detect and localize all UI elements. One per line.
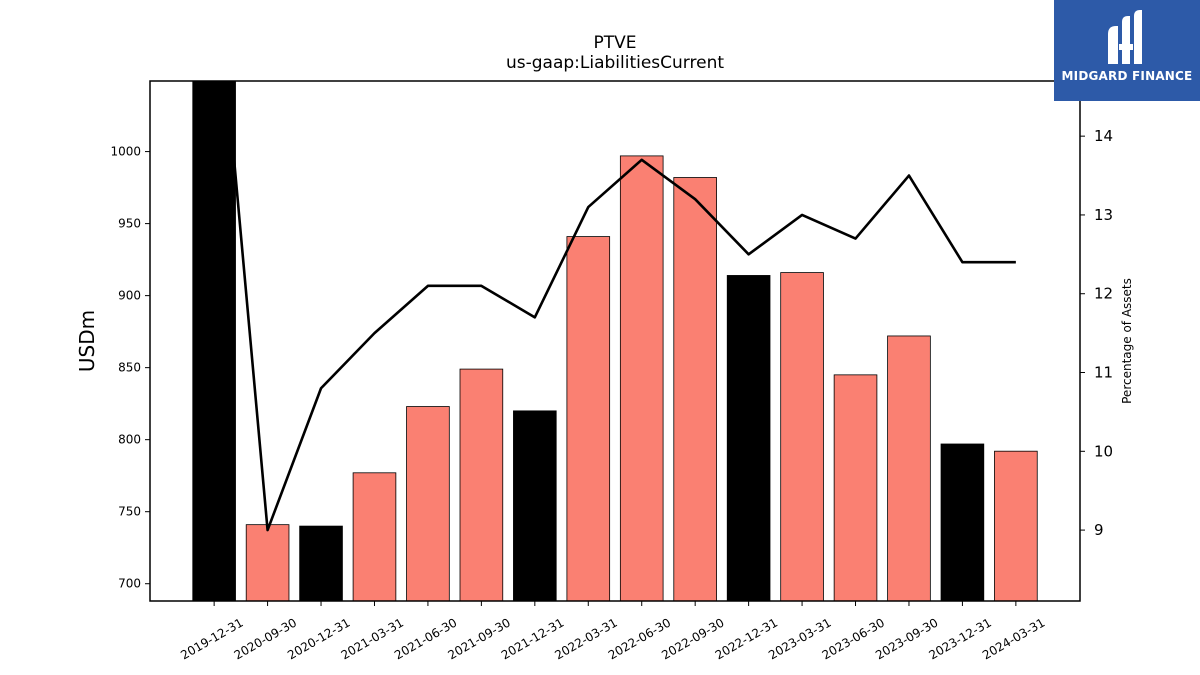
bar-2023-12-31 — [940, 443, 985, 602]
chart-title: PTVE — [593, 33, 636, 53]
bar-2023-06-30 — [833, 374, 878, 602]
bar-2024-03-31 — [994, 450, 1038, 602]
y-tick-label-left: 850 — [118, 361, 141, 375]
line-percentage-of-assets — [225, 81, 1016, 532]
bar-2022-03-31 — [566, 236, 611, 602]
y-axis-left: 700 750 800 850 900 950 1000 — [110, 145, 150, 591]
y-tick-label-right: 9 — [1094, 521, 1104, 539]
bar-2021-06-30 — [406, 406, 450, 602]
bar-2021-12-31 — [513, 410, 557, 602]
y-tick-label-right: 11 — [1094, 364, 1113, 382]
brand-logo: MIDGARD FINANCE — [1054, 0, 1200, 101]
y-tick-label-left: 900 — [118, 289, 141, 303]
bar-2023-03-31 — [780, 272, 824, 602]
line-series — [225, 81, 1016, 532]
logo-text: MIDGARD FINANCE — [1061, 69, 1193, 83]
bar-series — [192, 80, 1038, 602]
y-axis-right: 9 10 11 12 13 14 — [1080, 127, 1113, 539]
y-tick-label-right: 14 — [1094, 127, 1113, 145]
y-tick-label-left: 700 — [118, 577, 141, 591]
bar-2022-12-31 — [726, 275, 771, 602]
bar-2022-06-30 — [619, 155, 664, 602]
y-axis-label-left: USDm — [75, 310, 99, 372]
y-tick-label-left: 950 — [118, 217, 141, 231]
y-axis-label-right: Percentage of Assets — [1120, 278, 1134, 404]
plot-frame — [149, 80, 1081, 602]
bar-2020-09-30 — [245, 524, 290, 602]
y-tick-label-right: 13 — [1094, 206, 1113, 224]
bar-2022-09-30 — [673, 177, 717, 602]
logo-mark-icon — [1108, 10, 1142, 64]
bar-2019-12-31 — [192, 80, 236, 602]
bar-2021-03-31 — [352, 472, 397, 602]
bar-2020-12-31 — [299, 525, 343, 602]
bar-2023-09-30 — [887, 335, 931, 602]
y-tick-label-left: 1000 — [110, 145, 141, 159]
bar-2021-09-30 — [459, 368, 504, 602]
y-tick-label-left: 800 — [118, 433, 141, 447]
y-tick-label-right: 12 — [1094, 285, 1113, 303]
chart-subtitle: us-gaap:LiabilitiesCurrent — [506, 53, 724, 73]
x-axis: 2019-12-312020-09-302020-12-312021-03-31… — [178, 601, 1047, 662]
y-tick-label-right: 10 — [1094, 442, 1113, 460]
y-tick-label-left: 750 — [118, 505, 141, 519]
